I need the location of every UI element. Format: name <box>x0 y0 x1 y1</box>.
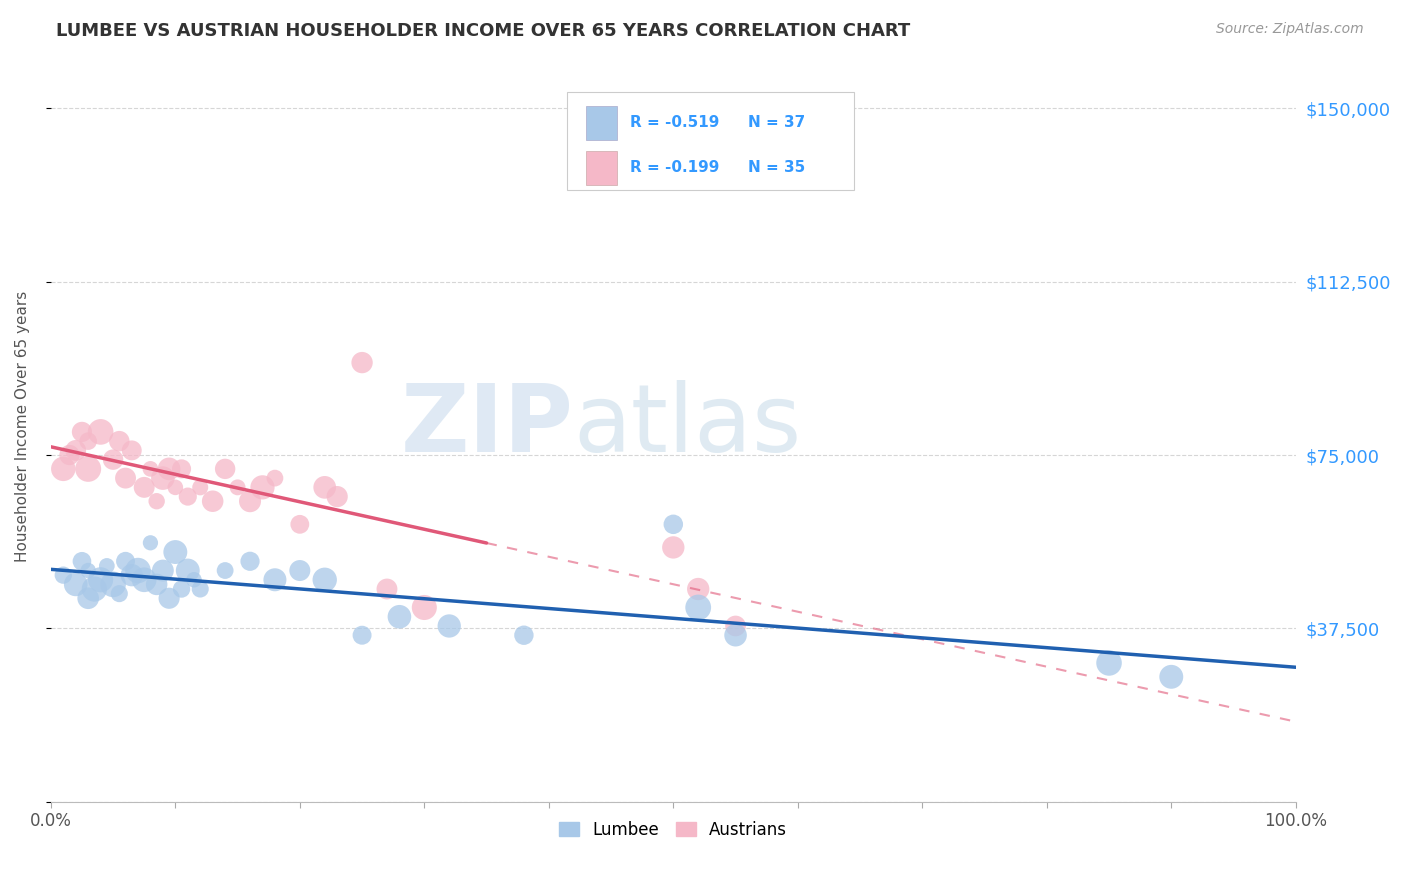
Point <box>134 573 156 587</box>
Point <box>108 434 131 449</box>
Point <box>139 462 162 476</box>
Point <box>724 628 747 642</box>
Text: N = 37: N = 37 <box>748 115 806 130</box>
Point <box>127 564 149 578</box>
Point <box>288 517 311 532</box>
Point <box>188 480 211 494</box>
Point <box>388 609 411 624</box>
Point <box>101 452 124 467</box>
Point <box>662 541 685 555</box>
Point <box>201 494 224 508</box>
Point <box>662 517 685 532</box>
Point <box>152 564 174 578</box>
Text: N = 35: N = 35 <box>748 161 806 176</box>
Point <box>375 582 398 596</box>
Text: Source: ZipAtlas.com: Source: ZipAtlas.com <box>1216 22 1364 37</box>
Point <box>214 462 236 476</box>
Point <box>70 554 93 568</box>
Point <box>114 554 136 568</box>
Point <box>513 628 536 642</box>
Point <box>724 619 747 633</box>
Point <box>288 564 311 578</box>
Point <box>352 355 374 369</box>
Point <box>134 480 156 494</box>
Legend: Lumbee, Austrians: Lumbee, Austrians <box>553 814 794 846</box>
Point <box>145 577 167 591</box>
Point <box>83 582 105 596</box>
Point <box>121 568 143 582</box>
Point <box>214 564 236 578</box>
Point <box>121 443 143 458</box>
Point <box>145 494 167 508</box>
Point <box>688 582 710 596</box>
Point <box>188 582 211 596</box>
Point <box>413 600 436 615</box>
Point <box>65 577 87 591</box>
Point <box>226 480 249 494</box>
Point <box>264 573 287 587</box>
Point <box>139 536 162 550</box>
Point <box>96 558 118 573</box>
Point <box>90 425 112 439</box>
Point <box>52 568 75 582</box>
Point <box>688 600 710 615</box>
Point <box>157 462 180 476</box>
Point <box>101 577 124 591</box>
Point <box>177 564 200 578</box>
Point <box>239 494 262 508</box>
Y-axis label: Householder Income Over 65 years: Householder Income Over 65 years <box>15 291 30 562</box>
FancyBboxPatch shape <box>568 92 853 190</box>
Text: atlas: atlas <box>574 380 801 472</box>
Point <box>52 462 75 476</box>
Text: R = -0.519: R = -0.519 <box>630 115 718 130</box>
Point <box>1160 670 1182 684</box>
Point <box>108 587 131 601</box>
Point <box>183 573 205 587</box>
Text: ZIP: ZIP <box>401 380 574 472</box>
Text: R = -0.199: R = -0.199 <box>630 161 718 176</box>
Point <box>90 573 112 587</box>
Point <box>152 471 174 485</box>
Point <box>252 480 274 494</box>
Point <box>1098 656 1121 670</box>
Point <box>170 462 193 476</box>
Point <box>77 462 100 476</box>
Point <box>239 554 262 568</box>
Point <box>70 425 93 439</box>
Point <box>77 564 100 578</box>
FancyBboxPatch shape <box>586 151 617 185</box>
Text: LUMBEE VS AUSTRIAN HOUSEHOLDER INCOME OVER 65 YEARS CORRELATION CHART: LUMBEE VS AUSTRIAN HOUSEHOLDER INCOME OV… <box>56 22 911 40</box>
Point <box>352 628 374 642</box>
Point <box>314 573 336 587</box>
Point <box>314 480 336 494</box>
Point <box>264 471 287 485</box>
Point <box>170 582 193 596</box>
Point <box>58 448 80 462</box>
Point <box>326 490 349 504</box>
Point <box>65 443 87 458</box>
Point <box>165 480 187 494</box>
Point <box>157 591 180 606</box>
Point <box>77 434 100 449</box>
Point <box>165 545 187 559</box>
Point <box>437 619 460 633</box>
Point <box>114 471 136 485</box>
Point <box>77 591 100 606</box>
Point <box>177 490 200 504</box>
FancyBboxPatch shape <box>586 106 617 140</box>
